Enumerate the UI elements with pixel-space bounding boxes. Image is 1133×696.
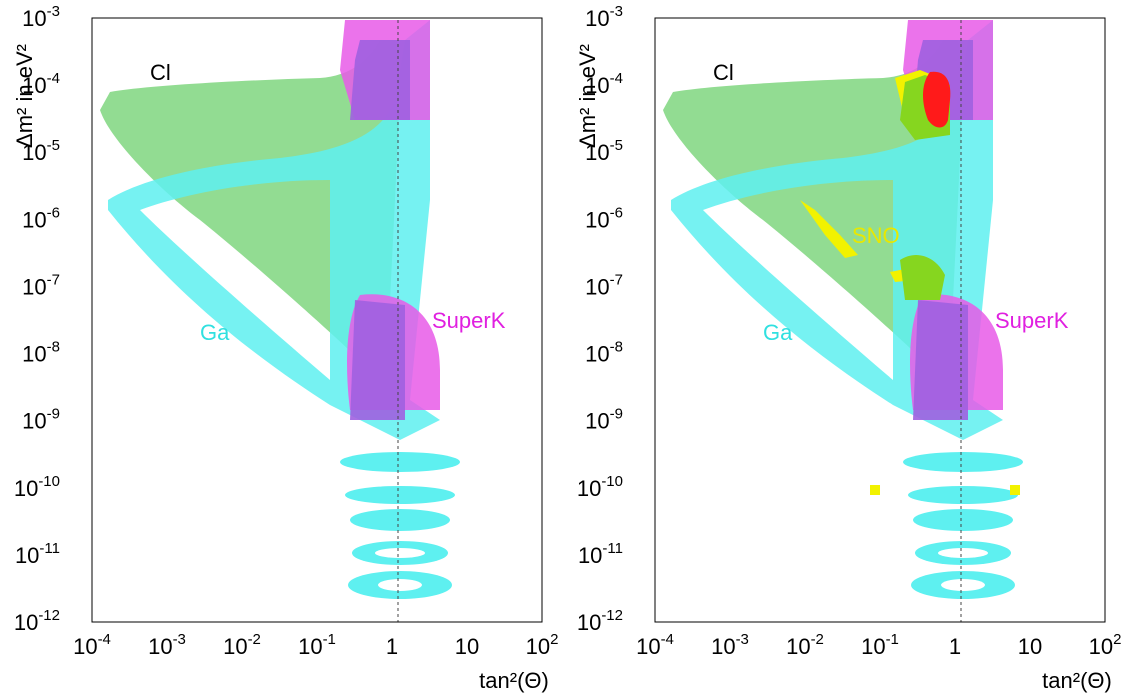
x-tick-label: 1	[386, 634, 398, 659]
y-tick-label: 10-12	[577, 607, 623, 635]
ga-label: Ga	[200, 320, 230, 345]
x-tick-label: 10-2	[223, 631, 261, 659]
x-tick-label: 102	[526, 631, 559, 659]
x-tick-label: 10-2	[786, 631, 824, 659]
cl-label: Cl	[713, 60, 734, 85]
x-axis-title: tan²(Θ)	[479, 668, 549, 693]
y-tick-label: 10-3	[585, 3, 623, 31]
y-tick-label: 10-10	[577, 473, 623, 501]
y-tick-label: 10-12	[14, 607, 60, 635]
x-tick-label: 102	[1089, 631, 1122, 659]
x-tick-label: 10-4	[636, 631, 674, 659]
right-panel: Cl Ga SuperK SNO	[655, 18, 1105, 622]
y-tick-label: 10-10	[14, 473, 60, 501]
ga-label: Ga	[763, 320, 793, 345]
superk-label: SuperK	[995, 308, 1069, 333]
y-tick-label: 10-3	[22, 3, 60, 31]
superk-label: SuperK	[432, 308, 506, 333]
x-axis-title: tan²(Θ)	[1042, 668, 1112, 693]
cl-label: Cl	[150, 60, 171, 85]
y-tick-label: 10-9	[585, 406, 623, 434]
x-tick-label: 10-3	[711, 631, 749, 659]
y-tick-label: 10-6	[585, 204, 623, 232]
y-tick-label: 10-7	[585, 271, 623, 299]
ga-rings	[903, 452, 1023, 599]
y-axis-title: Δm² in eV²	[12, 44, 37, 148]
x-tick-label: 10-3	[148, 631, 186, 659]
y-tick-label: 10-9	[22, 406, 60, 434]
y-tick-label: 10-8	[585, 339, 623, 367]
y-tick-label: 10-11	[578, 540, 623, 568]
left-panel: Cl Ga SuperK	[92, 18, 542, 622]
y-tick-label: 10-11	[15, 540, 60, 568]
y-tick-label: 10-6	[22, 204, 60, 232]
ga-rings	[340, 452, 460, 599]
sno-label: SNO	[852, 223, 900, 248]
x-tick-label: 1	[949, 634, 961, 659]
y-tick-label: 10-7	[22, 271, 60, 299]
y-axis-title: Δm² in eV²	[575, 44, 600, 148]
x-tick-label: 10	[1018, 634, 1042, 659]
x-tick-label: 10-4	[73, 631, 111, 659]
x-tick-label: 10-1	[298, 631, 336, 659]
x-tick-label: 10-1	[861, 631, 899, 659]
y-tick-label: 10-8	[22, 339, 60, 367]
x-tick-label: 10	[455, 634, 479, 659]
